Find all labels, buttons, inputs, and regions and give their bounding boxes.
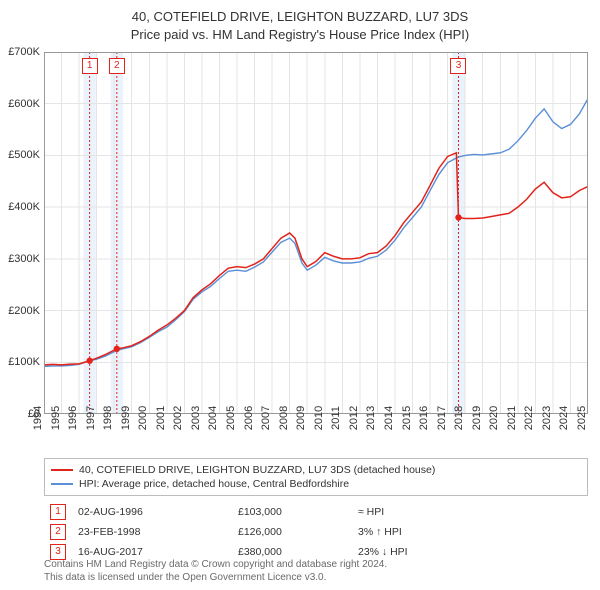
y-tick-label: £100K — [8, 356, 40, 368]
event-row: 2 23-FEB-1998£126,0003% ↑ HPI — [44, 522, 588, 542]
legend-row: 40, COTEFIELD DRIVE, LEIGHTON BUZZARD, L… — [51, 463, 581, 477]
x-tick-label: 2002 — [172, 406, 184, 430]
x-tick-label: 1999 — [119, 406, 131, 430]
x-tick-label: 1994 — [32, 406, 44, 430]
legend: 40, COTEFIELD DRIVE, LEIGHTON BUZZARD, L… — [44, 458, 588, 496]
event-date: 16-AUG-2017 — [78, 546, 238, 558]
chart-subtitle: Price paid vs. HM Land Registry's House … — [0, 26, 600, 44]
x-tick-label: 2004 — [207, 406, 219, 430]
x-tick-label: 2005 — [225, 406, 237, 430]
event-price: £126,000 — [238, 526, 358, 538]
event-marker-small: 2 — [50, 524, 66, 540]
event-marker: 2 — [109, 58, 125, 74]
x-tick-label: 2016 — [418, 406, 430, 430]
x-tick-label: 2025 — [576, 406, 588, 430]
event-note: ≈ HPI — [358, 506, 588, 518]
x-tick-label: 2010 — [313, 406, 325, 430]
event-price: £103,000 — [238, 506, 358, 518]
y-tick-label: £200K — [8, 305, 40, 317]
legend-swatch — [51, 483, 73, 485]
x-tick-label: 2000 — [137, 406, 149, 430]
x-tick-label: 2023 — [541, 406, 553, 430]
x-tick-label: 1997 — [84, 406, 96, 430]
event-marker: 3 — [450, 58, 466, 74]
footer-line: This data is licensed under the Open Gov… — [44, 571, 588, 584]
event-marker: 1 — [82, 58, 98, 74]
x-tick-label: 2007 — [260, 406, 272, 430]
x-tick-label: 2024 — [558, 406, 570, 430]
legend-label: 40, COTEFIELD DRIVE, LEIGHTON BUZZARD, L… — [79, 464, 435, 476]
chart-container: 40, COTEFIELD DRIVE, LEIGHTON BUZZARD, L… — [0, 0, 600, 590]
x-tick-label: 2006 — [242, 406, 254, 430]
footer-line: Contains HM Land Registry data © Crown c… — [44, 558, 588, 571]
event-marker-small: 1 — [50, 504, 66, 520]
plot-svg — [44, 52, 588, 414]
x-tick-label: 2020 — [488, 406, 500, 430]
x-tick-label: 2013 — [365, 406, 377, 430]
title-block: 40, COTEFIELD DRIVE, LEIGHTON BUZZARD, L… — [0, 0, 600, 43]
event-note: 3% ↑ HPI — [358, 526, 588, 538]
x-tick-label: 2011 — [330, 406, 342, 430]
x-tick-label: 2012 — [348, 406, 360, 430]
y-tick-label: £500K — [8, 149, 40, 161]
event-price: £380,000 — [238, 546, 358, 558]
chart-title: 40, COTEFIELD DRIVE, LEIGHTON BUZZARD, L… — [0, 8, 600, 26]
legend-label: HPI: Average price, detached house, Cent… — [79, 478, 349, 490]
event-row: 1 02-AUG-1996£103,000≈ HPI — [44, 502, 588, 522]
x-tick-label: 2019 — [470, 406, 482, 430]
x-tick-label: 2001 — [155, 406, 167, 430]
x-tick-label: 2014 — [383, 406, 395, 430]
x-tick-label: 2015 — [400, 406, 412, 430]
plot-area: £0£100K£200K£300K£400K£500K£600K£700K 19… — [44, 52, 588, 414]
y-tick-label: £700K — [8, 46, 40, 58]
x-tick-label: 2017 — [435, 406, 447, 430]
footer: Contains HM Land Registry data © Crown c… — [44, 558, 588, 584]
legend-swatch — [51, 469, 73, 471]
x-tick-label: 2022 — [523, 406, 535, 430]
legend-row: HPI: Average price, detached house, Cent… — [51, 477, 581, 491]
x-tick-label: 1996 — [67, 406, 79, 430]
events-table: 1 02-AUG-1996£103,000≈ HPI 2 23-FEB-1998£12… — [44, 502, 588, 562]
event-date: 02-AUG-1996 — [78, 506, 238, 518]
x-tick-label: 1998 — [102, 406, 114, 430]
x-tick-label: 2009 — [295, 406, 307, 430]
y-tick-label: £400K — [8, 201, 40, 213]
x-tick-label: 2008 — [277, 406, 289, 430]
x-tick-label: 2021 — [506, 406, 518, 430]
x-tick-label: 2003 — [190, 406, 202, 430]
y-tick-label: £600K — [8, 98, 40, 110]
y-tick-label: £300K — [8, 253, 40, 265]
x-tick-label: 1995 — [49, 406, 61, 430]
event-note: 23% ↓ HPI — [358, 546, 588, 558]
x-tick-label: 2018 — [453, 406, 465, 430]
event-date: 23-FEB-1998 — [78, 526, 238, 538]
